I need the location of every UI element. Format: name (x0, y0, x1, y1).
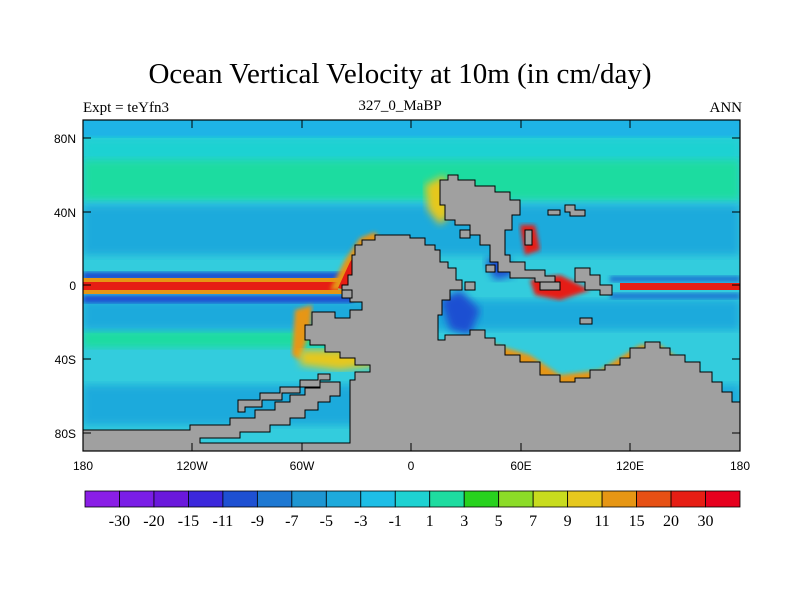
colorbar-label-2: -15 (178, 513, 199, 530)
colorbar-swatch-5 (256, 490, 293, 508)
seaway-island-3 (464, 281, 476, 291)
east-island-6 (579, 317, 593, 325)
north-subtropical-upwelling-band (83, 160, 740, 200)
west-island (341, 289, 353, 299)
colorbar-swatch-7 (325, 490, 362, 508)
lat-label-0: 0 (69, 279, 76, 293)
colorbar-swatch-3 (188, 490, 224, 508)
colorbar-swatch-1 (119, 490, 155, 508)
colorbar-swatch-8 (360, 490, 396, 508)
colorbar-swatch-9 (394, 490, 431, 508)
colorbar-label-9: 1 (426, 513, 434, 530)
colorbar-swatch-15 (601, 490, 637, 508)
colorbar-swatch-17 (670, 490, 706, 508)
colorbar-label-1: -20 (143, 513, 164, 530)
colorbar-label-3: -11 (213, 513, 234, 530)
colorbar-label-13: 9 (564, 513, 572, 530)
arctic-band (83, 120, 740, 138)
lon-label-180w: 180 (73, 459, 93, 473)
colorbar-label-15: 15 (629, 513, 645, 530)
central-continent (83, 234, 740, 451)
colorbar-label-11: 5 (495, 513, 503, 530)
equatorial-downwelling-south (83, 295, 353, 303)
north-subpolar-band (83, 138, 740, 162)
lat-label-80s: 80S (55, 427, 76, 441)
southwest-peninsula (237, 373, 331, 413)
colorbar-label-7: -3 (354, 513, 367, 530)
equatorial-upwelling-east (620, 283, 740, 290)
time-label: 327_0_MaBP (358, 98, 442, 114)
colorbar-swatch-18 (705, 490, 741, 508)
colorbar-swatch-0 (84, 490, 120, 508)
colorbar-label-4: -9 (251, 513, 264, 530)
east-island-3 (524, 229, 533, 246)
lat-label-40n: 40N (54, 206, 76, 220)
colorbar-label-6: -5 (320, 513, 333, 530)
colorbar-swatch-11 (463, 490, 500, 508)
colorbar-swatch-4 (222, 490, 258, 508)
season-label: ANN (709, 100, 743, 116)
equatorial-downwelling-north (83, 272, 353, 280)
colorbar-swatch-2 (153, 490, 189, 508)
colorbar-swatch-13 (532, 490, 569, 508)
colorbar-swatch-10 (429, 490, 465, 508)
seaway-downwelling (440, 290, 480, 335)
colorbar-label-10: 3 (460, 513, 468, 530)
colorbar-label-5: -7 (285, 513, 298, 530)
equatorial-upwelling-west (83, 280, 338, 291)
colorbar-label-8: -1 (389, 513, 402, 530)
equatorial-upwelling-edge-south (83, 290, 348, 294)
lon-axis (82, 120, 741, 451)
equatorial-downwelling-east-s (610, 293, 740, 299)
east-island-5 (539, 281, 561, 291)
lon-label-60w: 60W (290, 459, 315, 473)
seaway-island-2 (485, 264, 496, 273)
east-island-4 (574, 267, 613, 296)
map-panel (83, 120, 740, 451)
seaway-island-1 (459, 229, 471, 239)
colorbar-label-16: 20 (663, 513, 679, 530)
lat-axis (83, 137, 740, 434)
lon-label-120e: 120E (616, 459, 644, 473)
plot-title: Ocean Vertical Velocity at 10m (in cm/da… (148, 58, 652, 90)
colorbar-swatch-6 (291, 490, 327, 508)
equatorial-upwelling-edge (83, 278, 348, 282)
colorbar: -30 -20 -15 -11 -9 -7 -5 -3 -1 1 3 5 7 9 11 15 20 30 (84, 490, 741, 530)
lat-label-40s: 40S (55, 353, 76, 367)
colorbar-label-14: 11 (594, 513, 609, 530)
colorbar-label-17: 30 (698, 513, 714, 530)
lon-label-180e: 180 (730, 459, 750, 473)
lat-label-80n: 80N (54, 132, 76, 146)
colorbar-swatch-16 (636, 490, 672, 508)
lon-label-0: 0 (408, 459, 415, 473)
colorbar-swatch-14 (567, 490, 603, 508)
east-island-2 (547, 209, 561, 216)
lon-label-120w: 120W (176, 459, 208, 473)
colorbar-label-0: -30 (109, 513, 130, 530)
colorbar-label-12: 7 (529, 513, 537, 530)
coastal-upwelling-southwest (292, 305, 312, 360)
experiment-label: Expt = teYfn3 (83, 100, 169, 116)
equatorial-downwelling-east-n (610, 276, 740, 282)
land (83, 174, 740, 451)
east-island-1 (564, 204, 586, 217)
colorbar-swatch-12 (498, 490, 534, 508)
lon-label-60e: 60E (510, 459, 531, 473)
